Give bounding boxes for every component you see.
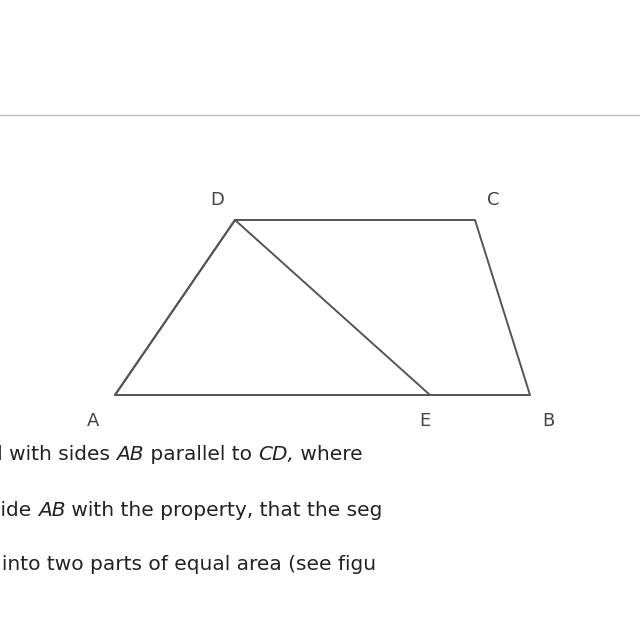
Text: C: C [487,191,499,209]
Text: B: B [542,412,554,430]
Text: CD,: CD, [259,445,294,465]
Text: AB: AB [38,500,65,520]
Text: A: A [87,412,99,430]
Text: side: side [0,500,38,520]
Text: where: where [294,445,363,465]
Text: D: D [210,191,224,209]
Text: parallel to: parallel to [144,445,259,465]
Text: d with sides: d with sides [0,445,116,465]
Text: l into two parts of equal area (see figu: l into two parts of equal area (see figu [0,556,376,575]
Text: E: E [419,412,431,430]
Text: AB: AB [116,445,144,465]
Text: with the property, that the seg: with the property, that the seg [65,500,383,520]
